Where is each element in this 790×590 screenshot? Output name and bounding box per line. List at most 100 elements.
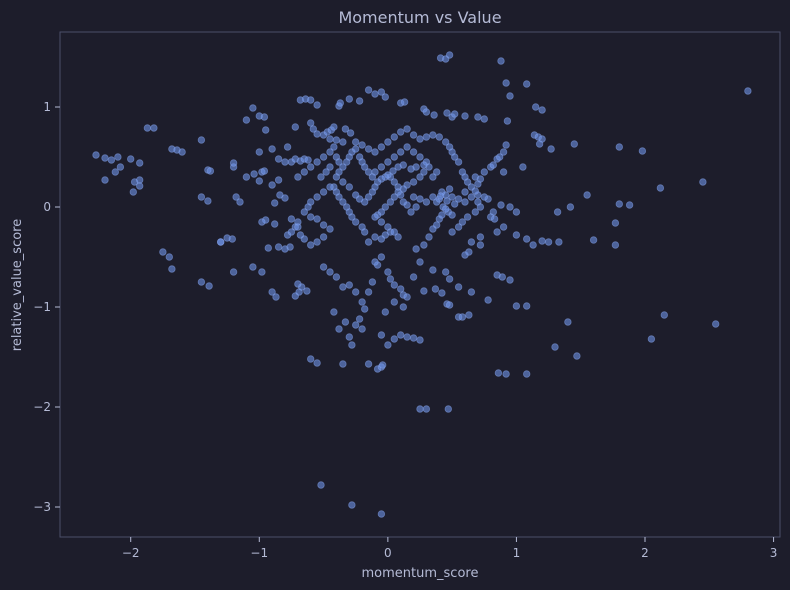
scatter-point [322, 168, 330, 176]
scatter-point [371, 90, 379, 98]
x-axis-ticks: −2 −1 0 1 2 3 [122, 537, 777, 560]
scatter-point [512, 208, 521, 216]
scatter-point [368, 173, 377, 181]
scatter-point [300, 208, 308, 216]
scatter-point [436, 192, 445, 200]
scatter-point [287, 228, 296, 236]
scatter-point [326, 225, 334, 233]
scatter-point [394, 163, 402, 171]
scatter-point [339, 198, 347, 206]
scatter-point [583, 191, 591, 199]
scatter-point [458, 313, 467, 321]
scatter-point [476, 233, 485, 241]
scatter-point [409, 178, 418, 186]
scatter-point [448, 211, 456, 219]
scatter-point [403, 143, 411, 151]
scatter-point [377, 510, 386, 518]
scatter-point [283, 143, 292, 151]
scatter-point [397, 128, 405, 136]
scatter-point [364, 193, 373, 201]
scatter-point [114, 153, 122, 161]
scatter-point [416, 135, 424, 143]
scatter-point [317, 481, 325, 489]
scatter-point [368, 278, 377, 286]
scatter-point [555, 238, 563, 246]
scatter-point [384, 341, 392, 349]
scatter-point [467, 238, 476, 246]
scatter-point [384, 268, 392, 276]
scatter-point [445, 185, 454, 193]
scatter-point [394, 233, 402, 241]
scatter-point [506, 203, 514, 211]
scatter-point [465, 248, 473, 256]
scatter-point [381, 308, 389, 316]
scatter-point [465, 311, 473, 319]
scatter-point [364, 86, 373, 94]
scatter-point [390, 298, 398, 306]
scatter-point [377, 218, 386, 226]
scatter-point [197, 278, 206, 286]
scatter-point [371, 233, 379, 241]
scatter-point [420, 161, 428, 169]
scatter-point [498, 273, 506, 281]
scatter-point [535, 140, 544, 148]
scatter-point [313, 359, 321, 367]
scatter-point [386, 198, 395, 206]
scatter-point [364, 238, 373, 246]
y-axis-label: relative_value_score [10, 219, 25, 351]
scatter-point [352, 288, 360, 296]
scatter-point [519, 163, 527, 171]
scatter-point [438, 289, 446, 297]
scatter-point [129, 188, 137, 196]
scatter-point [313, 238, 321, 246]
scatter-point [390, 153, 398, 161]
scatter-point [476, 175, 485, 183]
scatter-point [615, 143, 623, 151]
scatter-point [416, 195, 424, 203]
scatter-point [101, 176, 109, 184]
scatter-point [416, 336, 424, 344]
scatter-point [361, 305, 369, 313]
scatter-point [377, 163, 386, 171]
scatter-point [229, 159, 238, 167]
scatter-point [368, 188, 377, 196]
scatter-point [307, 241, 315, 249]
scatter-point [523, 370, 531, 378]
scatter-point [204, 197, 212, 205]
scatter-point [493, 228, 501, 236]
scatter-point [489, 161, 497, 169]
scatter-point [352, 145, 360, 153]
scatter-point [420, 287, 428, 295]
scatter-point [232, 193, 240, 201]
scatter-point [454, 158, 463, 166]
scatter-point [416, 405, 424, 413]
scatter-point [451, 110, 459, 118]
scatter-point [274, 243, 283, 251]
x-tick-label: 0 [384, 546, 392, 560]
scatter-point [502, 141, 510, 149]
scatter-point [335, 158, 343, 166]
scatter-point [638, 147, 647, 155]
scatter-point [319, 233, 328, 241]
scatter-point [358, 325, 366, 333]
scatter-point [570, 140, 578, 148]
scatter-point [467, 193, 476, 201]
scatter-point [358, 141, 366, 149]
scatter-point [409, 148, 418, 156]
scatter-point [364, 145, 373, 153]
scatter-point [343, 203, 351, 211]
scatter-point [538, 106, 546, 114]
scatter-point [294, 173, 302, 181]
scatter-point [390, 178, 398, 186]
scatter-point [345, 95, 353, 103]
scatter-point [744, 87, 752, 95]
scatter-point [135, 159, 144, 167]
scatter-point [326, 183, 334, 191]
scatter-point [431, 285, 440, 293]
scatter-point [532, 103, 540, 111]
scatter-point [420, 241, 428, 249]
scatter-point [339, 178, 347, 186]
scatter-point [409, 334, 418, 342]
scatter-point [294, 280, 302, 288]
scatter-point [403, 333, 411, 341]
